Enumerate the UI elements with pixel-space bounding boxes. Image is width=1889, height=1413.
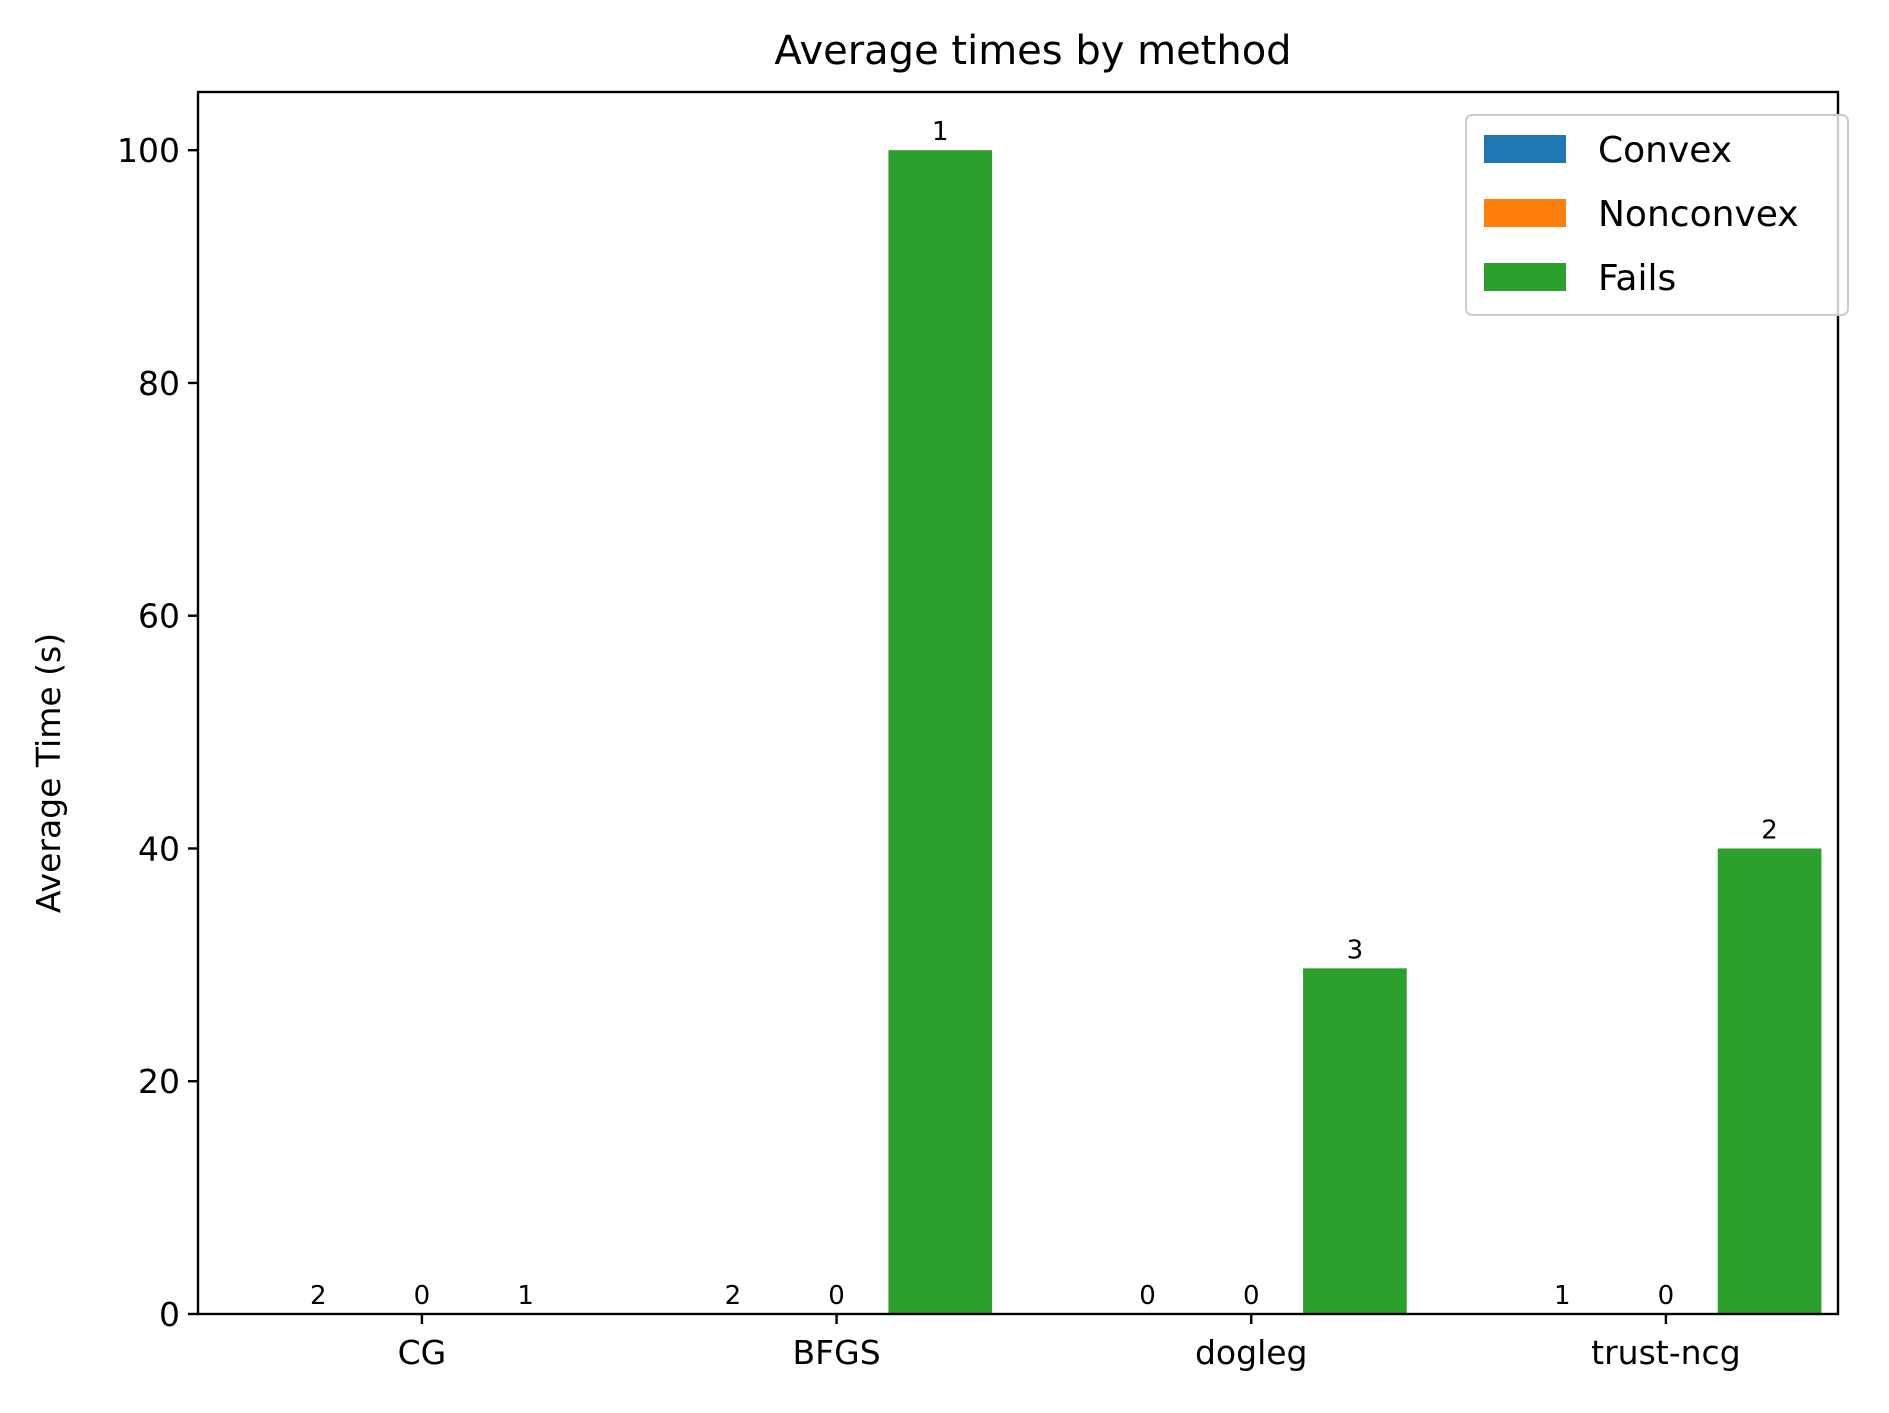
y-axis-title: Average Time (s) [29,633,68,913]
x-tick-label-trust-ncg: trust-ncg [1591,1333,1740,1372]
x-tick-label-cg: CG [398,1333,447,1372]
y-axis: 0 20 40 60 80 100 [117,131,198,1334]
legend: Convex Nonconvex Fails [1465,114,1849,316]
bar-labels-group: 2 2 0 1 0 0 0 0 1 1 3 2 [310,117,1778,1311]
y-tick-label: 100 [117,131,180,170]
y-tick-label: 80 [138,364,180,403]
y-tick-label: 60 [138,597,180,636]
legend-label-convex: Convex [1598,130,1732,171]
legend-swatch-nonconvex [1484,199,1566,227]
bar-fails-trust-ncg [1717,848,1822,1314]
bar-label-fails-dogleg: 3 [1347,935,1364,965]
bar-label-nonconvex-cg: 0 [414,1281,431,1311]
bar-label-nonconvex-trust-ncg: 0 [1658,1281,1675,1311]
bar-label-convex-bfgs: 2 [725,1281,742,1311]
bar-fails-bfgs [888,150,993,1315]
plot-frame [196,90,1840,1316]
legend-swatch-fails [1484,263,1566,291]
bar-label-nonconvex-bfgs: 0 [828,1281,845,1311]
bars-group [888,150,1822,1315]
y-tick-label: 20 [138,1062,180,1101]
bar-label-fails-bfgs: 1 [932,117,949,147]
bar-label-nonconvex-dogleg: 0 [1243,1281,1260,1311]
bar-fails-dogleg [1303,968,1407,1314]
bar-label-fails-cg: 1 [517,1281,534,1311]
chart-title: Average times by method [774,28,1291,74]
y-tick-label: 0 [159,1295,180,1334]
legend-label-fails: Fails [1598,258,1676,299]
bar-label-convex-trust-ncg: 1 [1554,1281,1571,1311]
x-axis: CG BFGS dogleg trust-ncg [398,1314,1741,1372]
legend-swatch-convex [1484,135,1566,163]
x-tick-label-dogleg: dogleg [1195,1333,1308,1372]
x-tick-label-bfgs: BFGS [793,1333,881,1372]
bar-label-fails-trust-ncg: 2 [1761,815,1778,845]
bar-label-convex-cg: 2 [310,1281,327,1311]
y-tick-label: 40 [138,829,180,868]
bar-label-convex-dogleg: 0 [1139,1281,1156,1311]
legend-label-nonconvex: Nonconvex [1598,194,1799,235]
